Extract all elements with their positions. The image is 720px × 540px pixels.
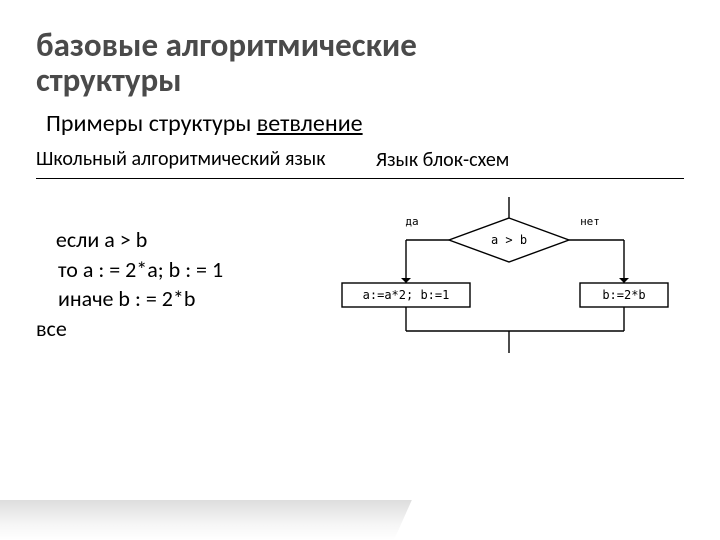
svg-text:a > b: a > b bbox=[491, 233, 527, 247]
svg-text:нет: нет bbox=[580, 215, 600, 228]
svg-text:a:=a*2; b:=1: a:=a*2; b:=1 bbox=[363, 288, 450, 302]
svg-text:да: да bbox=[405, 215, 418, 228]
code-line-1: если a > b bbox=[56, 226, 147, 253]
subtitle-prefix: Примеры структуры bbox=[46, 109, 257, 138]
code-line-2: то a : = 2*a; b : = 1 bbox=[58, 255, 334, 285]
algorithm-code: если a > b то a : = 2*a; b : = 1иначе b … bbox=[36, 195, 334, 373]
accent-stripe bbox=[0, 500, 412, 540]
code-line-3: иначе b : = 2*b bbox=[58, 284, 334, 314]
code-line-4: все bbox=[36, 315, 67, 342]
svg-text:b:=2*b: b:=2*b bbox=[602, 288, 645, 302]
title-line-1: базовые алгоритмические bbox=[36, 28, 684, 63]
divider bbox=[36, 178, 684, 179]
column-header-left: Школьный алгоритмический язык bbox=[36, 148, 336, 171]
title-line-2: структуры bbox=[36, 63, 684, 98]
subtitle-underlined: ветвление bbox=[257, 109, 363, 138]
column-header-right: Язык блок-схем bbox=[376, 148, 684, 172]
flowchart: a > b да нет a:=a*2; b:=1 b:=2*b bbox=[334, 195, 684, 365]
subtitle: Примеры структуры ветвление bbox=[46, 109, 684, 138]
